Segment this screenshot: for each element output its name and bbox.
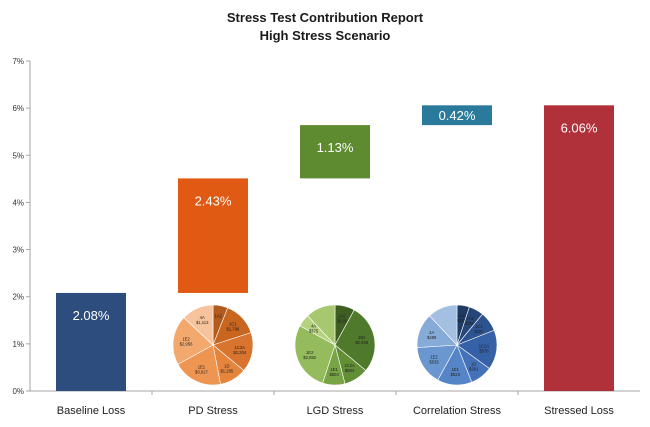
bar	[300, 125, 370, 179]
pie-slice-label: 1E2	[306, 350, 314, 355]
pie-slice	[429, 304, 458, 346]
pie-slice-label: 1E2	[430, 355, 438, 360]
chart-title: Stress Test Contribution Report	[227, 10, 424, 25]
pie-slice	[294, 325, 336, 384]
bar-data-label: 6.06%	[561, 120, 598, 135]
pie-slice-label: 1A2	[338, 314, 346, 319]
pie-slice	[334, 309, 376, 371]
bar-data-label: 0.42%	[439, 108, 476, 123]
pie-slice-value: $197	[474, 329, 484, 334]
y-tick-label: 3%	[12, 246, 24, 255]
pie-slice-label: 4A	[200, 315, 205, 320]
pie-slice-label: 1D	[224, 363, 229, 368]
pie-slice-label: 1C2A	[344, 363, 355, 368]
pie-slice-label: 1C2A	[234, 345, 245, 350]
pie-slice-value: $259	[465, 321, 475, 326]
pie-slice-value: $291	[469, 366, 479, 371]
x-category-label: PD Stress	[188, 405, 238, 417]
pie-chart: 1A1$237 1A2$2591C1$1971C2A$5781D$2911E1$5…	[416, 304, 498, 386]
x-category-label: Correlation Stress	[413, 405, 502, 417]
x-category-label: LGD Stress	[307, 405, 364, 417]
bar	[544, 105, 614, 392]
pie-slice-value: $578	[479, 348, 489, 353]
bar	[56, 292, 126, 391]
pie-slice-label: 1C2A	[479, 343, 490, 348]
pie-slice	[183, 304, 214, 346]
y-tick-label: 2%	[12, 293, 24, 302]
pie-slice-value: $2,882	[303, 355, 316, 360]
pie-slice-label: 1D	[471, 361, 476, 366]
axis-layer: 0% 1% 2% 3% 4% 5% 6% 7% Baseline Loss PD Stress LG…	[12, 57, 640, 417]
pie-layer: 1A21C1$1,7981C2A$2,2041D$1,2851E1$3,0171…	[172, 304, 498, 386]
pie-slice-label: 1B2	[358, 335, 366, 340]
pie-slice-value: $1,113	[196, 320, 209, 325]
pie-slice-value: $489	[427, 335, 437, 340]
pie-slice-label: 1A2	[214, 313, 222, 318]
pie-slice-value: $804	[329, 372, 339, 377]
bar	[178, 178, 248, 293]
pie-slice	[307, 304, 336, 346]
pie-slice	[177, 344, 221, 386]
pie-slice-label: 1E1	[330, 367, 338, 372]
x-category-label: Baseline Loss	[57, 405, 126, 417]
bar	[422, 105, 492, 126]
pie-slice-label: 1E1	[452, 367, 460, 372]
y-tick-label: 7%	[12, 57, 24, 66]
pie-slice-value: $2,204	[233, 350, 246, 355]
pie-slice-value: $535	[429, 360, 439, 365]
y-tick-label: 0%	[12, 387, 24, 396]
pie-slice-label: 4A	[311, 323, 316, 328]
bar-data-label: 2.43%	[195, 193, 232, 208]
pie-chart: 1A2$629 1B2$2,936 1C2A$884 1E1$804 1E2$2,882…	[294, 304, 376, 386]
pie-slice-value: $1,798	[226, 326, 239, 331]
y-tick-label: 1%	[12, 340, 24, 349]
x-category-label: Stressed Loss	[544, 405, 614, 417]
bar-layer	[56, 105, 614, 392]
pie-slice-value: $2,956	[180, 342, 193, 347]
pie-slice	[172, 317, 214, 365]
pie-slice-value: $629	[337, 319, 347, 324]
y-tick-label: 4%	[12, 198, 24, 207]
bar-data-label: 1.13%	[317, 140, 354, 155]
pie-slice-label: 1C1	[475, 324, 483, 329]
y-tick-label: 6%	[12, 104, 24, 113]
pie-slice-value: $3,017	[195, 370, 208, 375]
pie-slice-label: 1C1	[229, 321, 237, 326]
pie-slice-label: 1A1	[458, 313, 466, 318]
pie-slice-value: $523	[451, 372, 461, 377]
pie-slice-label: 1E2	[182, 337, 190, 342]
pie-slice-value: $375	[309, 328, 319, 333]
pie-slice-label: 4A	[429, 330, 434, 335]
pie-slice-value: $2,936	[355, 340, 368, 345]
pie-slice-value: $884	[345, 368, 355, 373]
pie-slice-value: $237	[457, 318, 467, 323]
pie-slice-label: 1E1	[198, 365, 206, 370]
chart-subtitle: High Stress Scenario	[260, 28, 391, 43]
pie-chart: 1A2 1C1$1,798 1C2A$2,204 1D$1,285 1E1$3,017 1…	[172, 304, 254, 386]
y-tick-label: 5%	[12, 151, 24, 160]
pie-slice-label: 1A2	[466, 316, 474, 321]
label-layer: 2.08% 2.43% 1.13% 0.42% 6.06%	[73, 108, 598, 323]
pie-slice-value: $1,285	[220, 368, 233, 373]
bar-data-label: 2.08%	[73, 308, 110, 323]
